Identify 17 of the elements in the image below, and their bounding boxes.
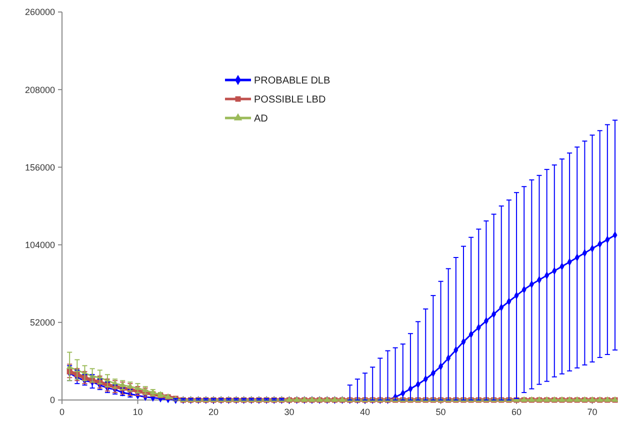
x-tick-label: 10 [132,407,143,417]
x-tick-label: 20 [208,407,219,417]
x-tick-label: 60 [512,407,522,417]
x-tick-label: 0 [59,407,65,417]
legend-label: PROBABLE DLB [254,76,330,86]
y-tick-label: 104000 [24,240,55,250]
y-tick-label: 52000 [30,318,55,328]
x-tick-label: 30 [284,407,294,417]
y-tick-label: 156000 [24,162,55,172]
x-tick-label: 40 [360,407,370,417]
y-tick-label: 208000 [24,84,55,95]
legend-label: POSSIBLE LBD [254,94,326,106]
x-tick-label: 70 [587,407,598,417]
x-tick-label: 50 [436,407,446,417]
y-tick-label: 0 [50,395,55,406]
y-tick-label: 260000 [24,7,55,18]
legend-label: AD [254,114,268,124]
